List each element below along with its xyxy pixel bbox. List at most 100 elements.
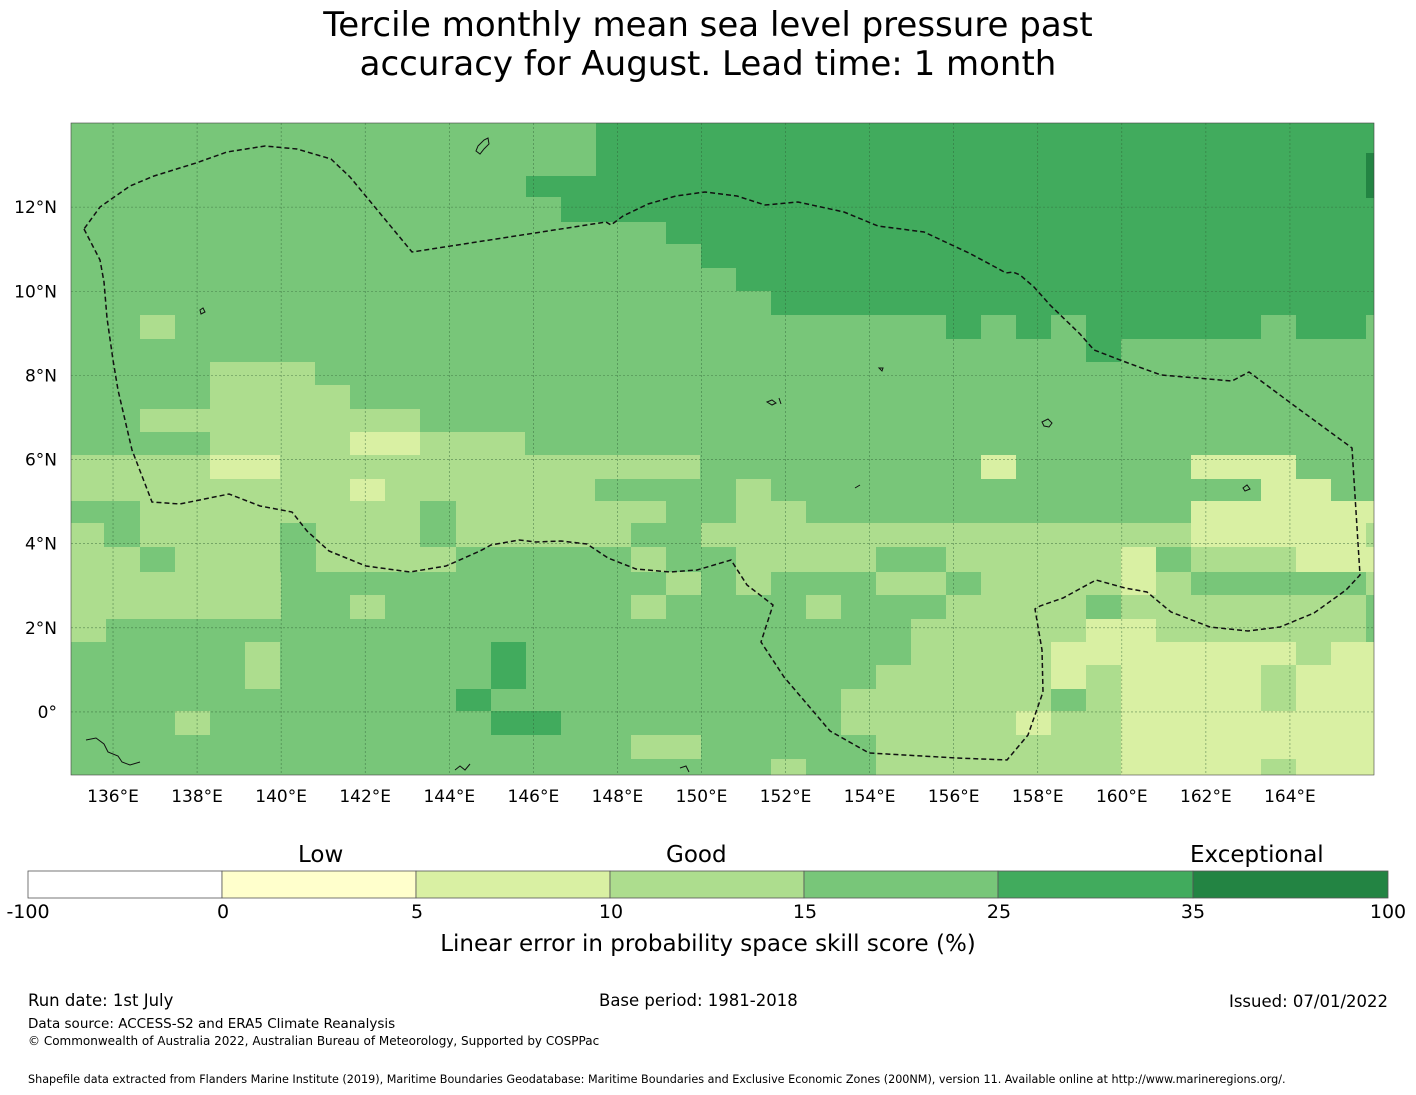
skill-cell	[946, 595, 1086, 619]
chuuk-islands	[765, 397, 782, 406]
lat-tick-label: 6°N	[25, 451, 57, 471]
lon-tick-label: 136°E	[87, 787, 139, 807]
colorbar-segment	[997, 870, 1194, 899]
skill-cell	[420, 432, 525, 455]
skill-cell	[666, 222, 1374, 244]
skill-cell	[631, 595, 666, 619]
skill-cell	[736, 547, 876, 572]
colorbar	[27, 870, 1389, 899]
skill-cell	[1016, 711, 1051, 735]
skill-cell	[1366, 572, 1374, 595]
shapefile-credit: Shapefile data extracted from Flanders M…	[28, 1073, 1286, 1086]
title-line-2: accuracy for August. Lead time: 1 month	[359, 44, 1057, 84]
skill-cell	[701, 523, 946, 547]
skill-cell	[1121, 711, 1374, 735]
skill-cell	[1121, 759, 1261, 775]
lon-tick-label: 150°E	[676, 787, 728, 807]
eez-fsm-boundary	[83, 145, 1361, 761]
skill-cell	[561, 176, 1374, 199]
lon-tick-label: 138°E	[171, 787, 223, 807]
skill-cell	[911, 642, 1051, 665]
colorbar-segment	[27, 870, 223, 899]
skill-cell	[1086, 665, 1121, 689]
data-source: Data source: ACCESS-S2 and ERA5 Climate …	[28, 1016, 396, 1032]
eez-boundary	[83, 145, 1361, 761]
skill-cell	[210, 362, 315, 385]
skill-cell	[1261, 689, 1296, 711]
skill-cell	[491, 642, 526, 689]
palau-islands	[85, 737, 141, 766]
colorbar-tick-10: 10	[598, 901, 624, 923]
skill-cell	[771, 291, 1374, 315]
skill-cell	[946, 547, 1121, 572]
skill-cell	[981, 572, 1121, 595]
colorbar-segment	[221, 870, 417, 899]
skill-cell	[280, 455, 700, 479]
skill-cell	[526, 176, 561, 197]
skill-cell	[71, 523, 106, 547]
skill-cell	[1086, 315, 1261, 339]
skill-cell	[1086, 619, 1156, 642]
skill-cell	[210, 385, 350, 409]
skill-cell	[561, 199, 1374, 222]
skill-cell	[771, 759, 806, 775]
lat-tick-label: 8°N	[25, 366, 57, 386]
colorbar-tick-100: 100	[1369, 901, 1407, 923]
skill-cell	[981, 455, 1016, 479]
pohnpei-island	[1041, 418, 1053, 428]
chart-title: Tercile monthly mean sea level pressure …	[0, 6, 1416, 84]
skill-cell	[350, 595, 385, 619]
skill-cell	[841, 689, 1051, 711]
lat-tick-label: 12°N	[14, 198, 57, 218]
skill-cell	[806, 595, 841, 619]
skill-cell	[1261, 479, 1331, 501]
base-period: Base period: 1981-2018	[599, 991, 798, 1010]
skill-cell	[736, 501, 806, 523]
skill-cell	[315, 523, 420, 547]
lon-tick-label: 144°E	[423, 787, 475, 807]
skill-cell	[1016, 432, 1051, 455]
lat-tick-label: 2°N	[25, 619, 57, 639]
skill-cell	[1191, 455, 1296, 479]
latitude-tick-labels: 12°N 10°N 8°N 6°N 4°N 2°N 0°	[14, 198, 57, 723]
colorbar-segment	[415, 870, 611, 899]
small-atoll-1	[877, 367, 884, 372]
skill-cell	[71, 479, 351, 501]
skill-cell	[1051, 711, 1121, 735]
small-atoll-3	[679, 765, 690, 773]
colorbar-low-label: Low	[298, 842, 344, 868]
skill-cell	[876, 665, 1051, 689]
skill-cell	[104, 501, 140, 547]
lon-tick-label: 160°E	[1096, 787, 1148, 807]
skill-cell	[71, 595, 281, 619]
skill-cell	[1261, 759, 1296, 775]
skill-cell	[631, 547, 666, 572]
copyright: © Commonwealth of Australia 2022, Austra…	[28, 1034, 600, 1048]
skill-cell	[1051, 455, 1086, 479]
skill-cell	[946, 572, 981, 595]
skill-cell	[1086, 689, 1121, 711]
skill-cells	[71, 123, 1374, 775]
colorbar-segment	[1192, 870, 1389, 899]
lat-tick-label: 0°	[38, 703, 57, 723]
skill-cell	[1296, 642, 1331, 665]
skill-cell	[491, 711, 561, 735]
skill-cell	[210, 432, 350, 455]
skill-cell	[736, 572, 771, 595]
colorbar-axis-label: Linear error in probability space skill …	[440, 931, 976, 957]
small-atoll-4	[454, 763, 471, 771]
skill-cell	[140, 315, 175, 339]
lon-tick-label: 142°E	[339, 787, 391, 807]
skill-cell	[71, 619, 106, 642]
skill-cell	[1366, 153, 1374, 198]
lon-tick-label: 152°E	[760, 787, 812, 807]
skill-cell	[911, 572, 946, 595]
kosrae-island	[1242, 484, 1251, 492]
lon-tick-label: 154°E	[844, 787, 896, 807]
skill-cell	[1121, 689, 1261, 711]
skill-cell	[1191, 523, 1366, 547]
skill-cell	[71, 455, 211, 479]
lon-tick-label: 162°E	[1180, 787, 1232, 807]
colorbar-good-label: Good	[666, 842, 727, 868]
guam-island	[475, 137, 490, 155]
